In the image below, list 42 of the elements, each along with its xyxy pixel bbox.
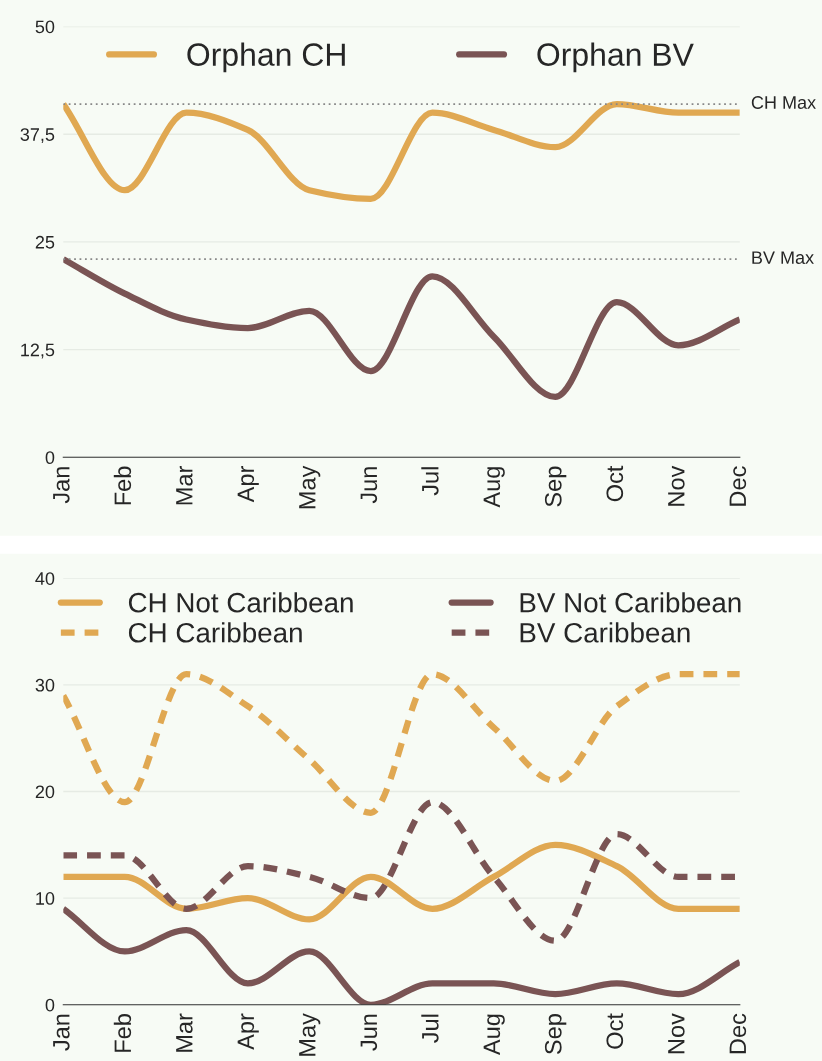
x-tick-label: Jan [53,1014,70,1051]
x-tick-label: Feb [113,466,132,505]
legend-label: Orphan CH [187,42,345,73]
x-tick-label: Oct [606,465,624,502]
legend-label: CH Not Caribbean [128,592,353,613]
y-tick-label: 30 [35,678,55,692]
x-tick-label: Jun [360,1014,378,1051]
x-tick-label: Jun [360,467,378,504]
x-tick-label: Jan [53,467,70,504]
legend-label: Orphan BV [537,42,694,73]
y-tick-label: 20 [35,785,55,799]
x-tick-label: Aug [483,1014,505,1056]
x-tick-label: Apr [237,1013,259,1050]
legend-label: BV Not Caribbean [520,592,741,613]
y-tick-label: 10 [36,892,55,905]
ref-line-label: BV Max [752,251,814,264]
y-tick-label: 37,5 [20,128,55,144]
y-tick-label: 0 [45,998,55,1012]
x-tick-label: Jul [421,1014,439,1043]
legend-label: CH Caribbean [128,622,302,643]
y-tick-label: 25 [35,235,55,249]
x-tick-label: Mar [176,466,193,505]
x-tick-label: Dec [729,466,747,506]
x-tick-label: Oct [606,1013,624,1049]
x-tick-label: Dec [729,1013,747,1054]
legend-label: BV Caribbean [520,622,690,643]
x-tick-label: Feb [113,1014,132,1052]
x-tick-label: Sep [544,1014,567,1055]
x-tick-label: Nov [668,1013,685,1054]
x-tick-label: Nov [668,465,685,506]
y-tick-label: 50 [35,20,55,34]
y-tick-label: 12,5 [21,343,55,359]
x-tick-label: Sep [544,466,567,507]
x-tick-label: May [299,1013,321,1056]
ref-line-label: CH Max [751,96,816,109]
y-tick-label: 40 [35,572,55,585]
x-tick-label: Mar [176,1013,193,1052]
y-tick-label: 0 [45,451,55,465]
x-tick-label: Apr [237,466,259,503]
x-tick-label: May [299,465,321,509]
x-tick-label: Jul [421,467,439,496]
x-tick-label: Aug [483,467,505,508]
